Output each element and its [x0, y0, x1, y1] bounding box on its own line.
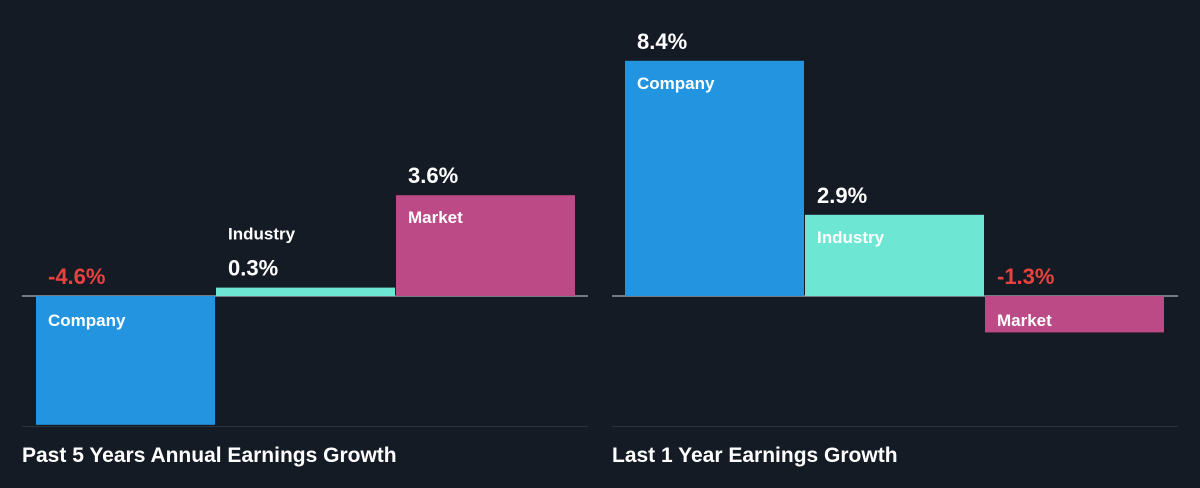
past-5-years-industry-category-label: Industry — [228, 225, 296, 244]
past-5-years-company-category-label: Company — [48, 311, 126, 330]
past-5-years-market-category-label: Market — [408, 208, 463, 227]
past-5-years-industry-value-label: 0.3% — [228, 256, 278, 281]
past-5-years-chart: Company -4.6% Industry 0.3% Market 3.6% — [22, 163, 588, 425]
last-1-year-market-category-label: Market — [997, 311, 1052, 330]
last-1-year-industry-category-label: Industry — [817, 228, 885, 247]
past-5-years-company-value-label: -4.6% — [48, 264, 105, 289]
last-1-year-company-value-label: 8.4% — [637, 29, 687, 54]
last-1-year-chart: Company 8.4% Industry 2.9% Market -1.3% — [612, 29, 1178, 333]
past-5-years-industry-bar — [216, 287, 395, 296]
past-5-years-company-bar — [36, 296, 215, 425]
last-1-year-title: Last 1 Year Earnings Growth — [612, 444, 898, 467]
past-5-years-market-value-label: 3.6% — [408, 163, 458, 188]
last-1-year-baseline-rule — [612, 426, 1178, 427]
last-1-year-industry-value-label: 2.9% — [817, 183, 867, 208]
last-1-year-market-bar — [985, 296, 1164, 333]
past-5-years-title: Past 5 Years Annual Earnings Growth — [22, 444, 397, 467]
past-5-years-market-bar — [396, 195, 575, 296]
last-1-year-company-category-label: Company — [637, 74, 715, 93]
past-5-years-baseline-rule — [22, 426, 588, 427]
last-1-year-industry-bar — [805, 214, 984, 296]
last-1-year-company-bar — [625, 60, 804, 296]
last-1-year-market-value-label: -1.3% — [997, 264, 1054, 289]
